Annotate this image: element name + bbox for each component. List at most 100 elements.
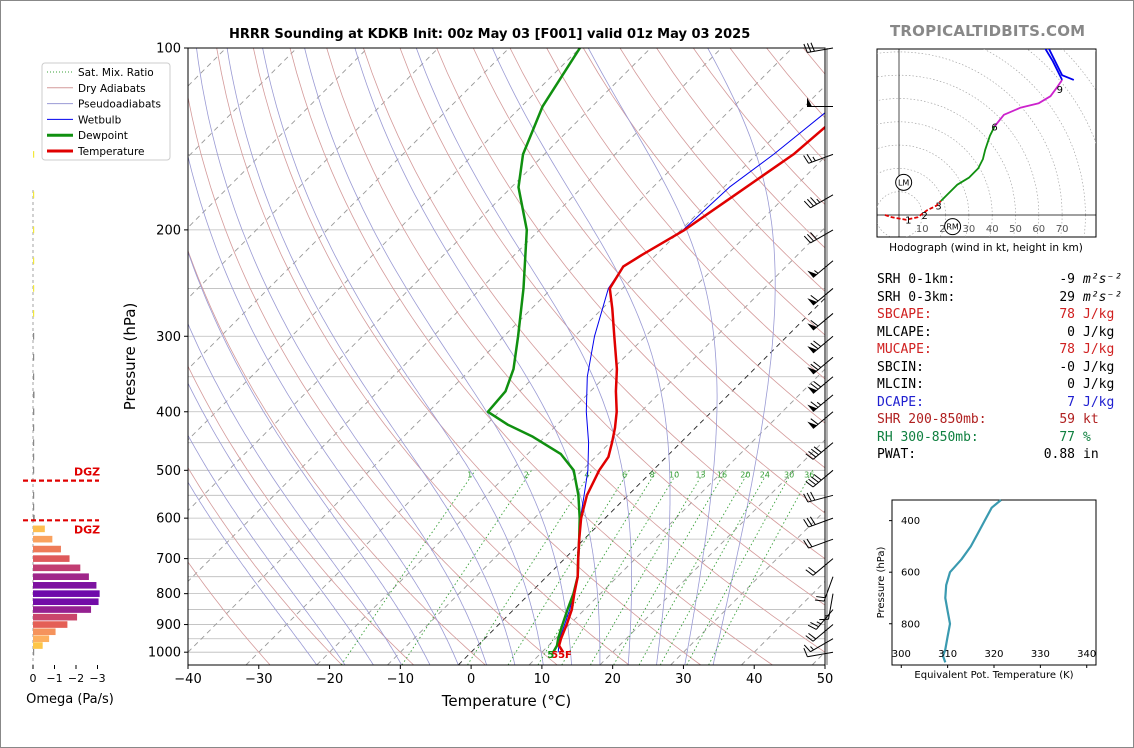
x-tick-label: 30 <box>675 672 692 687</box>
mixing-ratio-label: 2 <box>524 471 529 480</box>
wind-barb <box>803 229 834 244</box>
omega-bar <box>33 613 78 621</box>
mixing-ratio-label: 16 <box>717 471 727 480</box>
pseudoadiabat-line <box>188 481 318 665</box>
omega-bar <box>33 467 35 474</box>
pseudoadiabat-line <box>188 434 346 665</box>
barb-full <box>810 294 819 302</box>
barb-flag <box>807 367 817 374</box>
x-axis-label: Temperature (°C) <box>441 692 571 710</box>
wind-barb <box>807 260 834 278</box>
pseudoadiabat-line <box>188 154 459 665</box>
legend-label: Dry Adiabats <box>78 83 146 95</box>
barb-flag <box>807 323 817 331</box>
barb-half <box>812 156 816 162</box>
dgz-label-upper: DGZ <box>74 466 100 479</box>
barb-full <box>803 644 811 653</box>
parameter-value: 77 <box>1059 429 1075 445</box>
wind-barb <box>803 491 834 503</box>
barb-full <box>803 200 811 209</box>
barb-full <box>810 622 819 628</box>
barb-flag <box>807 421 817 429</box>
x-tick-label: −10 <box>387 672 414 687</box>
omega-bar <box>33 285 35 292</box>
x-tick-label: 50 <box>817 672 834 687</box>
hodograph-ring-label: 30 <box>963 224 976 235</box>
barb-full <box>814 599 825 602</box>
omega-bar <box>33 453 35 461</box>
x-tick-label: 0 <box>467 672 475 687</box>
mixing-ratio-label: 20 <box>740 471 750 480</box>
pseudoadiabat-line <box>587 48 718 665</box>
barb-full <box>805 453 814 460</box>
pseudoadiabat-line <box>707 48 776 665</box>
pseudoadiabat-line <box>188 250 431 665</box>
barb-full <box>807 233 814 242</box>
omega-bar <box>33 564 81 572</box>
barb-full <box>813 380 822 388</box>
mixing-ratio-label: 1 <box>467 471 472 480</box>
omega-x-tick-label: 0 <box>30 672 37 685</box>
x-tick-label: 20 <box>604 672 621 687</box>
barb-staff <box>810 638 834 653</box>
barb-full <box>806 154 813 163</box>
theta-e-x-tick-label: 310 <box>938 649 957 660</box>
hodograph-upper-segment <box>1048 49 1075 81</box>
wetbulb-trace <box>557 112 825 653</box>
mixing-ratio-label: 30 <box>784 471 794 480</box>
parameter-row: MLCIN: 0 J/kg <box>877 376 1122 394</box>
x-tick-label: −20 <box>316 672 343 687</box>
barb-full <box>810 418 819 425</box>
wind-barb <box>807 411 834 429</box>
mixing-ratio-label: 10 <box>669 471 679 480</box>
theta-e-y-tick-label: 800 <box>901 619 920 630</box>
isotherm-line <box>528 368 825 665</box>
mixing-ratio-line <box>401 470 532 665</box>
y-tick-label: 300 <box>156 330 181 345</box>
theta-e-x-tick-label: 330 <box>1031 649 1050 660</box>
parameter-value: 0.88 <box>1043 447 1075 462</box>
omega-bar <box>33 503 35 511</box>
hodograph-segment <box>993 79 1063 128</box>
barb-half <box>814 270 819 274</box>
theta-e-x-axis-label: Equivalent Pot. Temperature (K) <box>914 670 1073 681</box>
dry-adiabat-line <box>188 561 271 665</box>
parameter-unit: J/kg <box>1083 394 1115 410</box>
isotherm-line <box>188 48 722 583</box>
parameter-unit: m²s⁻² <box>1083 272 1123 287</box>
temperature-trace <box>557 125 825 653</box>
pseudoadiabat-line <box>196 48 487 665</box>
dry-adiabat-line <box>509 48 825 424</box>
mixing-ratio-label: 6 <box>622 471 627 480</box>
dry-adiabat-line <box>188 466 343 665</box>
parameter-value: 0 <box>1067 324 1075 340</box>
y-tick-label: 100 <box>156 42 181 57</box>
barb-full <box>805 481 814 488</box>
barb-full <box>813 446 822 453</box>
legend-label: Sat. Mix. Ratio <box>78 67 154 79</box>
parameter-label: RH 300-850mb: <box>877 429 979 445</box>
pseudoadiabat-line <box>262 48 544 665</box>
hodograph-ring-label: 40 <box>986 224 999 235</box>
barb-full <box>816 596 826 599</box>
omega-bar <box>33 514 35 522</box>
barb-full <box>806 517 813 527</box>
parameter-unit: in <box>1083 447 1099 462</box>
barb-staff <box>807 494 834 503</box>
parameter-row: DCAPE: 7 J/kg <box>877 394 1122 412</box>
barb-full <box>808 632 817 640</box>
isotherm-line <box>316 156 825 665</box>
y-tick-label: 800 <box>156 587 181 602</box>
omega-x-tick-label: −3 <box>89 672 105 685</box>
parameter-row: MLCAPE: 0 J/kg <box>877 324 1122 342</box>
x-tick-label: 10 <box>534 672 551 687</box>
mixing-ratio-line <box>686 470 794 665</box>
x-tick-label: −40 <box>174 672 201 687</box>
wind-barb <box>805 469 834 488</box>
legend-label: Wetbulb <box>78 114 122 126</box>
x-tick-label: 40 <box>746 672 763 687</box>
isotherm-line <box>599 439 825 665</box>
barb-full <box>803 493 809 503</box>
barb-full <box>810 363 819 371</box>
